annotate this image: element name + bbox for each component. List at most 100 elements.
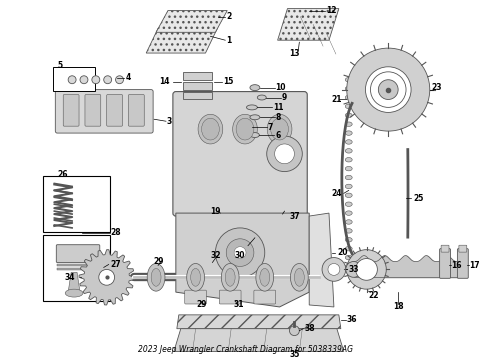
Ellipse shape bbox=[294, 269, 304, 286]
Text: 16: 16 bbox=[451, 261, 462, 270]
Polygon shape bbox=[309, 213, 334, 307]
Text: 38: 38 bbox=[304, 324, 315, 333]
Ellipse shape bbox=[201, 118, 220, 140]
Ellipse shape bbox=[345, 229, 352, 233]
FancyBboxPatch shape bbox=[44, 176, 110, 232]
Bar bbox=[57, 265, 99, 266]
FancyBboxPatch shape bbox=[173, 91, 307, 216]
Circle shape bbox=[366, 67, 411, 112]
Bar bbox=[57, 269, 99, 270]
Text: 30: 30 bbox=[235, 251, 245, 260]
Ellipse shape bbox=[345, 104, 352, 109]
Ellipse shape bbox=[244, 125, 252, 130]
Text: 22: 22 bbox=[368, 291, 379, 300]
Text: 1: 1 bbox=[226, 36, 231, 45]
Circle shape bbox=[378, 80, 398, 99]
Ellipse shape bbox=[345, 175, 352, 180]
Ellipse shape bbox=[345, 238, 352, 242]
FancyBboxPatch shape bbox=[441, 245, 449, 252]
FancyBboxPatch shape bbox=[254, 290, 276, 304]
Ellipse shape bbox=[267, 114, 292, 144]
Ellipse shape bbox=[151, 269, 161, 286]
Ellipse shape bbox=[246, 105, 257, 110]
Ellipse shape bbox=[345, 122, 352, 126]
Text: 10: 10 bbox=[276, 83, 286, 92]
Text: 31: 31 bbox=[233, 301, 244, 310]
Ellipse shape bbox=[257, 95, 266, 100]
Text: 33: 33 bbox=[349, 265, 359, 274]
Ellipse shape bbox=[345, 220, 352, 224]
Polygon shape bbox=[176, 213, 309, 307]
Ellipse shape bbox=[187, 264, 204, 291]
Ellipse shape bbox=[345, 140, 352, 144]
FancyBboxPatch shape bbox=[55, 90, 153, 133]
FancyBboxPatch shape bbox=[457, 249, 468, 278]
Bar bbox=[183, 72, 212, 80]
Text: 7: 7 bbox=[268, 123, 273, 132]
Circle shape bbox=[104, 76, 112, 84]
Ellipse shape bbox=[256, 264, 273, 291]
Ellipse shape bbox=[291, 264, 308, 291]
Ellipse shape bbox=[345, 247, 352, 251]
Text: 13: 13 bbox=[289, 49, 300, 58]
Ellipse shape bbox=[225, 269, 235, 286]
Text: 21: 21 bbox=[331, 95, 342, 104]
Ellipse shape bbox=[345, 149, 352, 153]
Ellipse shape bbox=[345, 202, 352, 206]
Ellipse shape bbox=[345, 77, 352, 82]
Ellipse shape bbox=[345, 86, 352, 91]
Ellipse shape bbox=[270, 118, 289, 140]
Text: 15: 15 bbox=[223, 77, 234, 86]
Circle shape bbox=[267, 136, 302, 172]
Text: 12: 12 bbox=[326, 6, 337, 15]
Text: 8: 8 bbox=[276, 113, 281, 122]
Ellipse shape bbox=[345, 95, 352, 100]
Text: 36: 36 bbox=[347, 315, 357, 324]
Ellipse shape bbox=[250, 115, 260, 120]
Ellipse shape bbox=[345, 255, 352, 260]
Text: 32: 32 bbox=[210, 251, 221, 260]
Ellipse shape bbox=[65, 289, 83, 297]
FancyBboxPatch shape bbox=[459, 245, 467, 252]
Ellipse shape bbox=[250, 85, 260, 91]
Text: 23: 23 bbox=[432, 83, 442, 92]
Ellipse shape bbox=[345, 184, 352, 189]
Text: 20: 20 bbox=[337, 248, 347, 257]
Ellipse shape bbox=[345, 158, 352, 162]
Circle shape bbox=[226, 239, 254, 266]
Text: 27: 27 bbox=[111, 260, 121, 269]
FancyBboxPatch shape bbox=[220, 290, 241, 304]
Bar bbox=[183, 82, 212, 90]
Polygon shape bbox=[79, 249, 134, 305]
Ellipse shape bbox=[345, 131, 352, 135]
Text: 17: 17 bbox=[469, 261, 480, 270]
Text: 4: 4 bbox=[125, 73, 131, 82]
FancyBboxPatch shape bbox=[63, 95, 79, 126]
Ellipse shape bbox=[191, 269, 200, 286]
Circle shape bbox=[290, 326, 299, 336]
Text: 26: 26 bbox=[57, 170, 68, 179]
Polygon shape bbox=[177, 315, 341, 329]
Circle shape bbox=[116, 76, 123, 84]
Text: 9: 9 bbox=[282, 93, 287, 102]
Polygon shape bbox=[174, 329, 344, 351]
Text: 37: 37 bbox=[290, 212, 300, 221]
Circle shape bbox=[234, 247, 246, 258]
Text: 24: 24 bbox=[331, 189, 342, 198]
Ellipse shape bbox=[233, 114, 257, 144]
FancyBboxPatch shape bbox=[185, 290, 206, 304]
Circle shape bbox=[99, 269, 115, 285]
Ellipse shape bbox=[345, 193, 352, 198]
Text: 34: 34 bbox=[64, 273, 74, 282]
FancyBboxPatch shape bbox=[440, 249, 450, 278]
Text: 11: 11 bbox=[273, 103, 284, 112]
Circle shape bbox=[370, 72, 406, 107]
Polygon shape bbox=[68, 273, 80, 292]
Ellipse shape bbox=[236, 118, 254, 140]
Circle shape bbox=[274, 144, 294, 164]
Ellipse shape bbox=[198, 114, 223, 144]
Circle shape bbox=[346, 261, 362, 277]
Polygon shape bbox=[146, 28, 218, 53]
Circle shape bbox=[347, 249, 386, 289]
Text: 3: 3 bbox=[167, 117, 172, 126]
